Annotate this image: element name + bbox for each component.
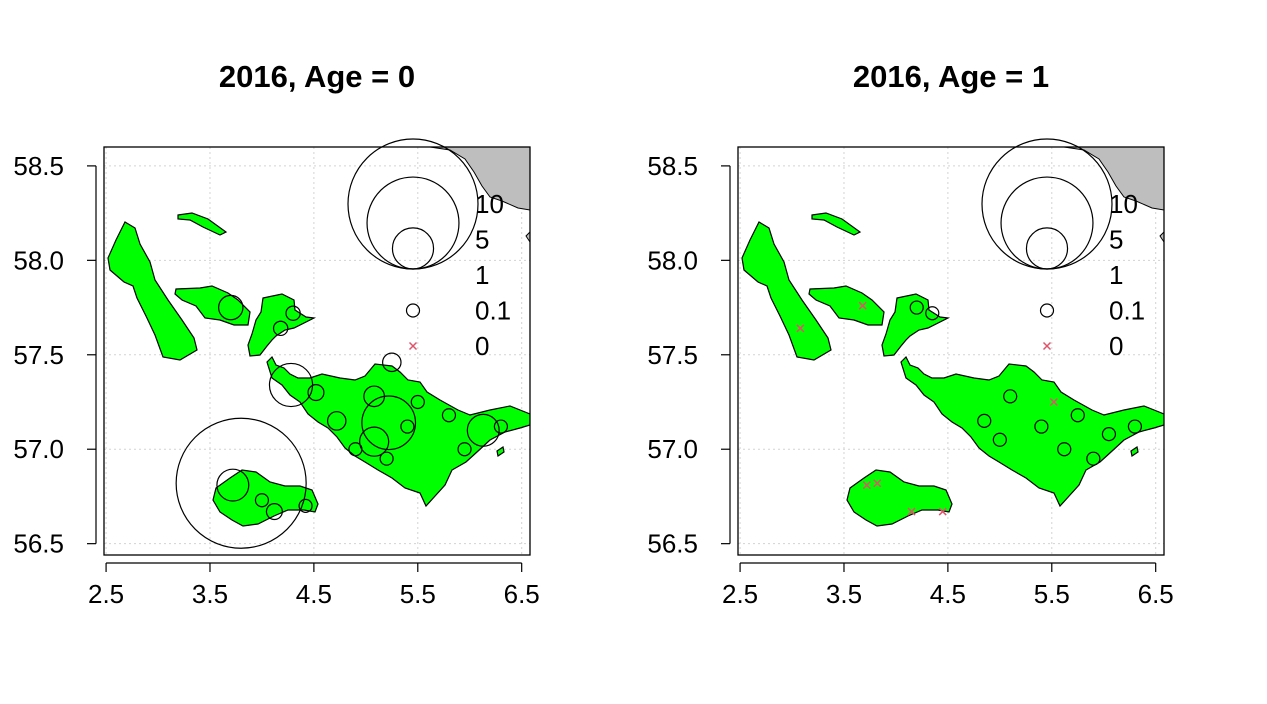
data-point-zero-marker [858,301,867,310]
legend-symbol [1039,303,1055,318]
data-point-circle [977,413,992,428]
data-point-circle [265,502,283,521]
data-point-circle [307,383,325,402]
legend-symbol [981,138,1113,270]
y-tick-label: 58.0 [647,245,698,275]
point-layer [796,300,1143,516]
legend-symbol [405,303,421,318]
legend-label: 0 [475,331,489,361]
x-tick-label: 3.5 [192,579,228,609]
data-point-circle [441,408,457,423]
legend-label: 10 [1109,189,1138,219]
x-axis: 2.5 3.5 4.5 5.5 6.5 [88,562,540,609]
x-tick-label: 5.5 [1034,579,1070,609]
legend-label: 5 [1109,225,1123,255]
x-tick-label: 5.5 [400,579,436,609]
y-axis: 56.5 57.0 57.5 58.0 58.5 [647,151,731,559]
data-point-circle [410,394,425,410]
data-point-circle [457,442,472,457]
land-layer [107,147,530,527]
map-panel-age-0: 2016, Age = 0 10 5 1 0.1 0 2.5 3.5 4.5 5.5 6.5 5… [13,59,539,609]
data-point-circle [379,451,394,466]
data-point-zero-marker [862,481,871,490]
y-tick-label: 56.5 [647,529,698,559]
data-point-circle [1086,451,1101,466]
data-point-circle [400,419,415,434]
legend-symbol [366,176,460,270]
data-points [796,300,1143,516]
legend-symbol [1000,176,1094,270]
data-point-circle [175,417,307,549]
x-tick-label: 3.5 [826,579,862,609]
land-layer [741,147,1164,527]
data-point-circle [909,300,924,315]
data-point-circle [1057,442,1072,457]
legend-symbol-zero [408,341,418,351]
legend-label: 0.1 [475,296,511,326]
data-point-circle [466,413,500,447]
legend-label: 0.1 [1109,296,1145,326]
y-tick-label: 56.5 [13,529,64,559]
data-point-circle [254,493,270,508]
x-tick-label: 2.5 [722,579,758,609]
legend-label: 1 [1109,260,1123,290]
panel-title: 2016, Age = 1 [853,59,1049,94]
x-tick-label: 2.5 [88,579,124,609]
legend: 10 5 1 0.1 0 [981,138,1145,361]
data-point-circle [1101,427,1117,442]
y-tick-label: 58.5 [647,151,698,181]
y-tick-label: 57.0 [13,434,64,464]
point-layer [175,294,509,549]
x-tick-label: 4.5 [930,579,966,609]
y-axis: 56.5 57.0 57.5 58.0 58.5 [13,151,97,559]
data-points [175,294,509,549]
y-tick-label: 58.0 [13,245,64,275]
data-point-circle [1003,389,1018,404]
data-point-circle [298,498,313,513]
data-point-circle [359,426,390,457]
data-point-circle [361,395,417,451]
data-point-circle [493,419,509,434]
y-tick-label: 58.5 [13,151,64,181]
y-tick-label: 57.5 [647,340,698,370]
legend-label: 0 [1109,331,1123,361]
x-tick-label: 6.5 [1138,579,1174,609]
data-point-circle [272,320,289,337]
data-point-circle [218,294,244,321]
data-point-circle [363,385,386,408]
x-tick-label: 4.5 [296,579,332,609]
legend: 10 5 1 0.1 0 [347,138,511,361]
legend-label: 5 [475,225,489,255]
data-point-circle [382,352,402,373]
data-point-circle [1034,419,1049,434]
data-point-zero-marker [873,479,882,488]
data-point-zero-marker [796,324,805,333]
legend-symbol [1025,227,1069,270]
data-point-circle [1127,419,1143,434]
data-point-circle [1070,408,1085,423]
data-point-circle [992,432,1007,447]
plot-frame [103,146,531,556]
legend-symbol-zero [1042,341,1052,351]
data-point-zero-marker [938,507,947,516]
data-point-circle [326,411,347,431]
x-axis: 2.5 3.5 4.5 5.5 6.5 [722,562,1174,609]
map-panel-age-1: 2016, Age = 1 10 5 1 0.1 0 2.5 3.5 4.5 5.5 6.5 5… [647,59,1173,609]
legend-label: 1 [475,260,489,290]
x-tick-label: 6.5 [504,579,540,609]
data-point-zero-marker [907,507,916,516]
legend-label: 10 [475,189,504,219]
data-point-circle [285,305,301,321]
y-tick-label: 57.0 [647,434,698,464]
data-point-circle [348,442,363,457]
y-tick-label: 57.5 [13,340,64,370]
data-point-circle [216,468,250,502]
legend-symbol [347,138,479,270]
plot-frame [737,146,1165,556]
data-point-zero-marker [1049,397,1058,407]
data-point-circle [925,306,940,321]
panel-title: 2016, Age = 0 [219,59,415,94]
legend-symbol [391,227,435,270]
